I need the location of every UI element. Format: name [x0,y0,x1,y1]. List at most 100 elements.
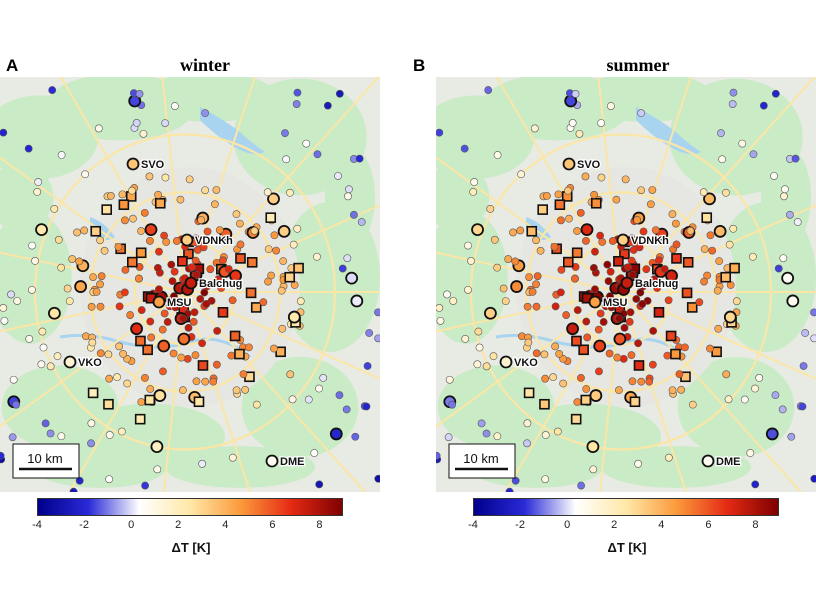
station-marker [203,227,212,236]
station-marker [469,187,478,196]
station-marker [639,227,648,236]
station-marker [759,101,768,110]
station-marker [573,398,582,406]
station-marker [147,333,156,342]
station-marker [525,273,533,282]
station-marker [87,419,96,428]
station-marker [484,86,493,94]
station-airport-svo: SVO [126,157,166,172]
road-network [0,77,380,492]
station-marker [725,240,734,249]
station-marker [443,290,451,299]
station-square-marker [135,247,147,259]
colorbar-label-summer: ΔT [K] [607,540,647,555]
station-marker [482,429,491,438]
station-square-marker [633,360,645,371]
station-marker [714,324,723,333]
station-marker [31,257,39,265]
station-marker [461,334,470,343]
station-marker [189,317,198,326]
station-marker [781,185,789,194]
station-marker [490,235,499,244]
station-marker [603,260,612,269]
station-marker [282,155,291,164]
station-marker [160,231,169,240]
station-square-marker [229,330,241,342]
station-marker [511,257,520,266]
station-square-marker [580,394,592,406]
station-marker [799,362,808,370]
station-marker [129,214,137,223]
station-marker [444,433,453,442]
station-marker [493,263,502,272]
station-balchug: Balchug [184,276,244,291]
station-ring-marker [484,306,497,320]
station-marker [198,280,207,289]
station-marker [293,88,302,97]
station-square-marker [571,247,583,259]
station-marker [100,246,109,255]
station-marker [542,192,551,200]
station-marker [554,190,563,199]
station-marker [114,242,123,251]
station-square-marker [629,396,641,408]
station-square-marker [554,199,566,211]
station-square-marker [671,253,682,264]
station-marker [264,245,273,254]
station-ring-marker [580,223,594,237]
station-square-marker [526,225,538,237]
station-marker [810,308,816,317]
station-marker [115,342,124,351]
colorbar-tick-label: 4 [658,519,665,531]
station-marker [713,286,722,295]
station-marker [557,265,566,274]
scale-bar: 10 km [12,443,80,479]
station-marker [533,272,542,281]
station-marker [771,391,780,400]
station-marker [270,231,279,240]
station-marker [87,439,95,448]
station-marker [633,216,642,224]
station-marker [105,374,114,383]
station-marker [608,237,617,245]
station-square-marker [619,248,630,260]
station-marker [699,188,708,197]
station-marker [722,188,730,197]
station-marker [8,433,17,442]
station-marker [755,374,764,382]
station-markers [436,86,816,492]
station-marker [342,405,351,414]
station-marker [509,228,517,237]
station-marker [259,298,268,307]
station-marker [179,386,187,395]
station-marker [48,86,57,94]
station-square-marker [101,204,112,215]
station-marker [169,349,178,358]
station-ring-marker [287,310,301,324]
station-marker [217,284,226,292]
station-marker [289,240,298,249]
station-marker [123,379,132,388]
station-label: SVO [577,159,601,171]
station-marker [310,449,319,457]
station-marker [718,155,727,164]
station-marker [589,264,598,272]
station-marker [198,459,207,468]
station-marker [335,391,344,400]
station-marker [675,370,684,379]
station-ring-marker [48,306,61,320]
station-square-marker [701,212,713,223]
station-marker [209,377,218,386]
station-marker [559,379,568,388]
station-marker [541,374,550,383]
station-square-marker [118,199,130,211]
station-marker [516,226,525,235]
station-marker [201,377,210,386]
station-marker [486,204,495,213]
station-marker [24,144,33,153]
station-marker [557,216,565,225]
station-marker [135,90,144,98]
station-marker [564,186,572,195]
station-marker [536,246,545,255]
station-label: VDNKh [631,235,669,247]
